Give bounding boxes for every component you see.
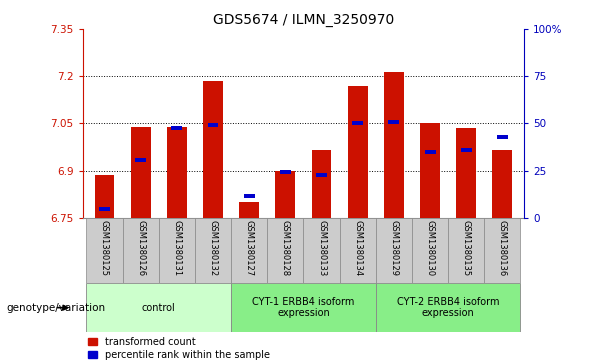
Bar — [167, 127, 187, 218]
Bar — [384, 72, 404, 218]
Bar — [376, 283, 520, 332]
Bar — [412, 218, 448, 283]
Bar — [456, 128, 476, 218]
Bar — [231, 218, 267, 283]
Bar — [123, 218, 159, 283]
Text: GSM1380127: GSM1380127 — [245, 220, 254, 277]
Bar — [376, 218, 412, 283]
Bar — [280, 170, 291, 174]
Bar — [316, 173, 327, 178]
Bar — [244, 194, 254, 199]
Text: GSM1380133: GSM1380133 — [317, 220, 326, 277]
Bar — [135, 158, 146, 162]
Bar — [303, 218, 340, 283]
Text: GSM1380125: GSM1380125 — [100, 220, 109, 276]
Bar — [340, 218, 376, 283]
Text: genotype/variation: genotype/variation — [6, 303, 105, 313]
Text: GSM1380134: GSM1380134 — [353, 220, 362, 277]
Bar — [94, 175, 115, 218]
Bar — [195, 218, 231, 283]
Bar — [311, 150, 332, 218]
Bar — [231, 283, 376, 332]
Bar — [448, 218, 484, 283]
Text: GSM1380130: GSM1380130 — [425, 220, 435, 277]
Bar — [86, 218, 123, 283]
Bar — [267, 218, 303, 283]
Bar — [159, 218, 195, 283]
Title: GDS5674 / ILMN_3250970: GDS5674 / ILMN_3250970 — [213, 13, 394, 26]
Bar — [99, 207, 110, 211]
Text: GSM1380131: GSM1380131 — [172, 220, 181, 277]
Bar — [131, 127, 151, 218]
Text: control: control — [142, 303, 175, 313]
Bar — [420, 123, 440, 218]
Text: GSM1380132: GSM1380132 — [208, 220, 218, 277]
Text: GSM1380128: GSM1380128 — [281, 220, 290, 277]
Text: GSM1380129: GSM1380129 — [389, 220, 398, 276]
Legend: transformed count, percentile rank within the sample: transformed count, percentile rank withi… — [88, 337, 270, 360]
Text: GSM1380126: GSM1380126 — [136, 220, 145, 277]
Bar — [275, 171, 295, 218]
Bar — [352, 121, 363, 125]
Text: GSM1380136: GSM1380136 — [498, 220, 507, 277]
Text: GSM1380135: GSM1380135 — [462, 220, 471, 277]
Text: CYT-2 ERBB4 isoform
expression: CYT-2 ERBB4 isoform expression — [397, 297, 500, 318]
Bar — [348, 86, 368, 218]
Bar — [492, 150, 512, 218]
Bar — [208, 123, 218, 127]
Text: CYT-1 ERBB4 isoform
expression: CYT-1 ERBB4 isoform expression — [252, 297, 355, 318]
Bar — [172, 126, 182, 130]
Bar — [425, 150, 435, 154]
Bar — [484, 218, 520, 283]
Bar — [203, 81, 223, 218]
Bar — [461, 148, 472, 152]
Bar — [239, 202, 259, 218]
Bar — [86, 283, 231, 332]
Bar — [389, 120, 399, 124]
Bar — [497, 135, 508, 139]
